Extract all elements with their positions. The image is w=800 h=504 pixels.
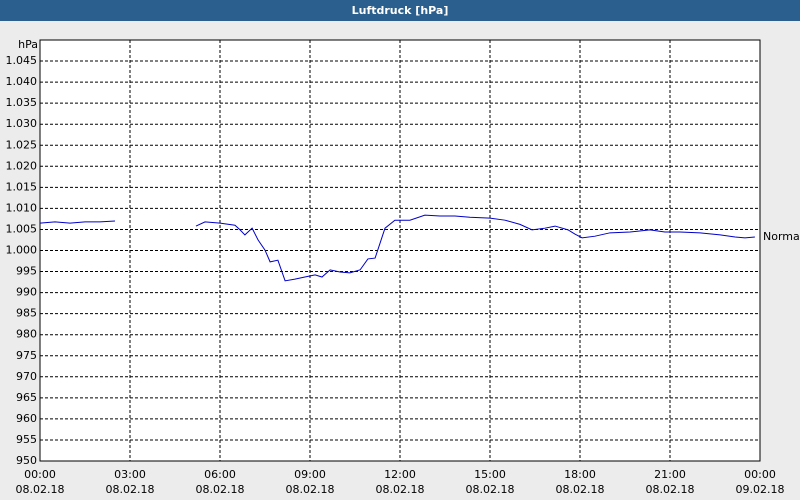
x-tick-date: 08.02.18 <box>646 483 695 496</box>
x-tick-label: 00:00 <box>24 468 56 481</box>
x-tick-date: 08.02.18 <box>556 483 605 496</box>
y-tick-label: 1.010 <box>6 201 38 214</box>
y-tick-label: 955 <box>16 433 37 446</box>
y-tick-label: 950 <box>16 454 37 467</box>
y-tick-label: 970 <box>16 370 37 383</box>
y-tick-label: 1.040 <box>6 75 38 88</box>
x-tick-label: 00:00 <box>744 468 776 481</box>
x-tick-date: 08.02.18 <box>16 483 65 496</box>
y-tick-label: 1.035 <box>6 96 38 109</box>
y-tick-label: 980 <box>16 328 37 341</box>
y-tick-label: 985 <box>16 307 37 320</box>
y-tick-label: 995 <box>16 265 37 278</box>
series-label: Normal <box>763 230 800 243</box>
x-tick-label: 03:00 <box>114 468 146 481</box>
y-tick-label: 1.045 <box>6 54 38 67</box>
title-bar <box>0 0 800 21</box>
x-tick-label: 06:00 <box>204 468 236 481</box>
x-tick-label: 09:00 <box>294 468 326 481</box>
x-tick-label: 21:00 <box>654 468 686 481</box>
y-tick-label: 1.000 <box>6 244 38 257</box>
y-tick-label: 965 <box>16 391 37 404</box>
y-tick-label: 1.020 <box>6 159 38 172</box>
x-tick-date: 08.02.18 <box>466 483 515 496</box>
x-tick-label: 18:00 <box>564 468 596 481</box>
y-unit: hPa <box>18 38 38 51</box>
y-tick-label: 975 <box>16 349 37 362</box>
chart-title: Luftdruck [hPa] <box>352 4 449 17</box>
x-tick-date: 09.02.18 <box>736 483 785 496</box>
y-tick-label: 1.030 <box>6 117 38 130</box>
x-tick-date: 08.02.18 <box>286 483 335 496</box>
x-tick-label: 15:00 <box>474 468 506 481</box>
x-tick-label: 12:00 <box>384 468 416 481</box>
y-tick-label: 960 <box>16 412 37 425</box>
y-tick-label: 990 <box>16 286 37 299</box>
x-tick-date: 08.02.18 <box>106 483 155 496</box>
y-tick-label: 1.015 <box>6 180 38 193</box>
y-tick-label: 1.005 <box>6 222 38 235</box>
line <box>39 214 755 282</box>
x-tick-date: 08.02.18 <box>196 483 245 496</box>
y-tick-label: 1.025 <box>6 138 38 151</box>
x-tick-date: 08.02.18 <box>376 483 425 496</box>
